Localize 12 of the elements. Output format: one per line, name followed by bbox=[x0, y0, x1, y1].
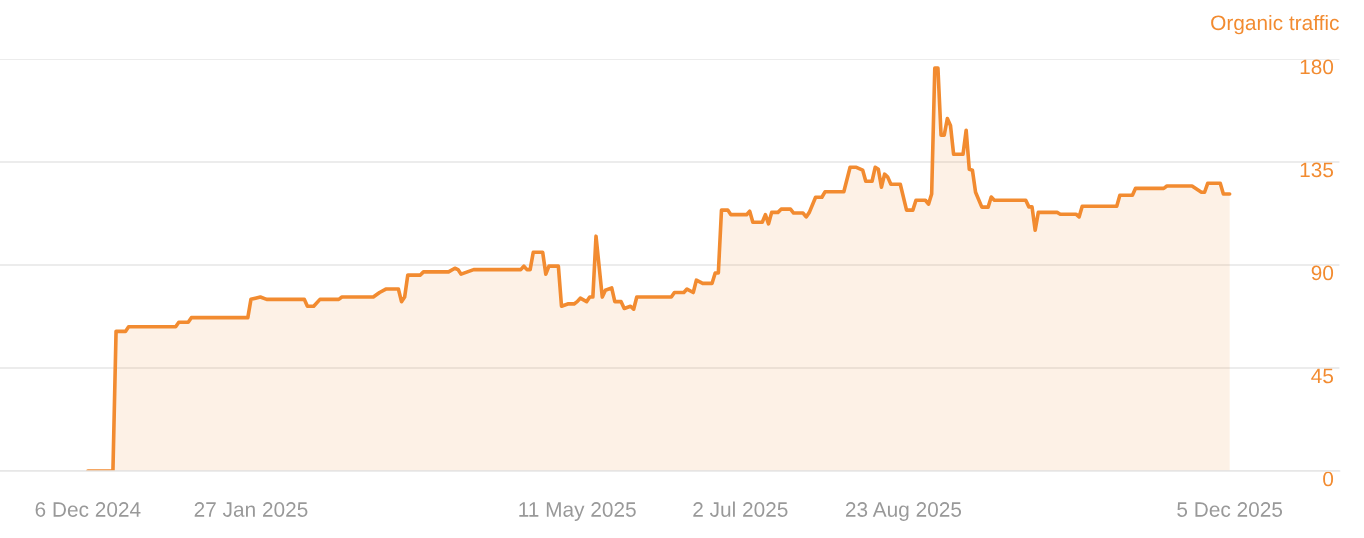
y-tick-label: 90 bbox=[1311, 265, 1334, 281]
y-tick-label: 0 bbox=[1323, 471, 1334, 487]
y-tick-label: 180 bbox=[1300, 59, 1334, 75]
x-tick-label: 23 Aug 2025 bbox=[845, 502, 962, 521]
x-tick-label: 27 Jan 2025 bbox=[194, 502, 308, 517]
y-tick-label: 135 bbox=[1300, 162, 1334, 178]
x-tick-label: 11 May 2025 bbox=[519, 502, 636, 521]
y-axis-title: Organic traffic bbox=[1211, 14, 1339, 35]
x-tick-label: 2 Jul 2025 bbox=[693, 501, 788, 517]
x-tick-label: 6 Dec 2024 bbox=[35, 502, 141, 517]
y-tick-label: 45 bbox=[1311, 368, 1334, 384]
x-tick-label: 5 Dec 2025 bbox=[1177, 502, 1283, 517]
